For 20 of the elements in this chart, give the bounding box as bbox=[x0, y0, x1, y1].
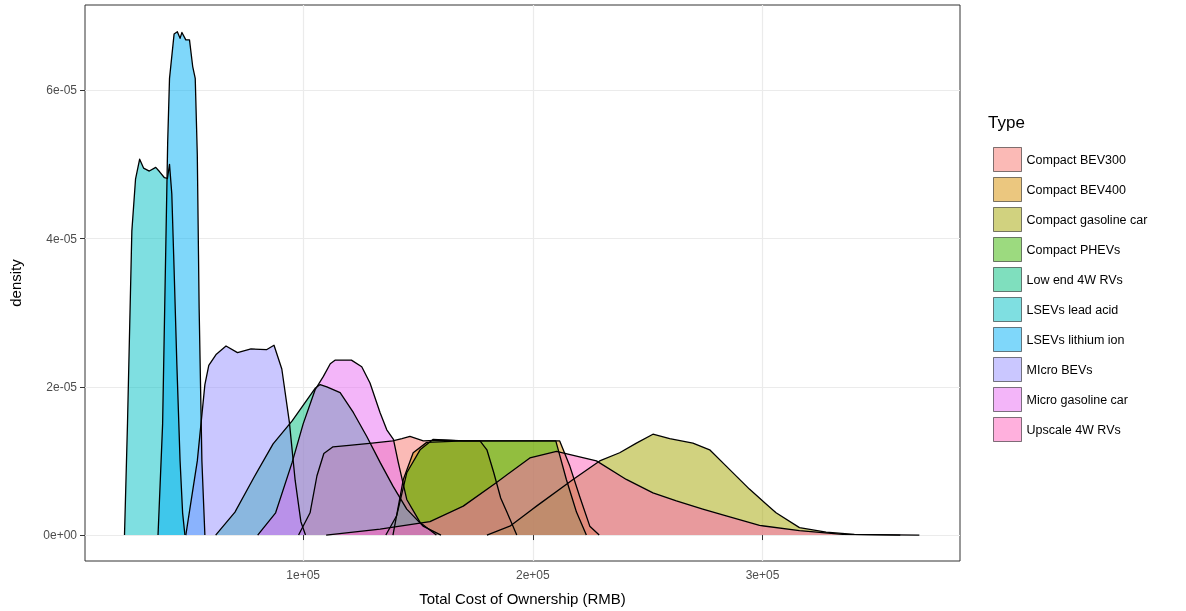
legend-label: Low end 4W RVs bbox=[1026, 272, 1123, 287]
legend-label: LSEVs lead acid bbox=[1026, 302, 1119, 317]
legend-title: Type bbox=[988, 113, 1025, 132]
y-tick-label: 6e-05 bbox=[46, 83, 78, 98]
legend-label: MIcro BEVs bbox=[1026, 362, 1093, 377]
legend-label: Upscale 4W RVs bbox=[1026, 422, 1121, 437]
legend-label: Compact PHEVs bbox=[1026, 242, 1121, 257]
y-tick-label: 0e+00 bbox=[43, 528, 78, 543]
y-axis-title: density bbox=[7, 258, 24, 307]
y-tick-label: 4e-05 bbox=[46, 231, 78, 246]
legend-label: Compact BEV400 bbox=[1026, 182, 1126, 197]
legend-label: Micro gasoline car bbox=[1026, 392, 1128, 407]
y-tick-label: 2e-05 bbox=[46, 379, 78, 394]
legend-label: Compact BEV300 bbox=[1026, 152, 1126, 167]
x-tick-label: 1e+05 bbox=[286, 568, 321, 582]
x-tick-label: 3e+05 bbox=[745, 568, 780, 582]
x-axis-title: Total Cost of Ownership (RMB) bbox=[419, 590, 626, 607]
legend-label: LSEVs lithium ion bbox=[1026, 332, 1125, 347]
x-tick-label: 2e+05 bbox=[515, 568, 551, 582]
legend-label: Compact gasoline car bbox=[1026, 212, 1148, 227]
